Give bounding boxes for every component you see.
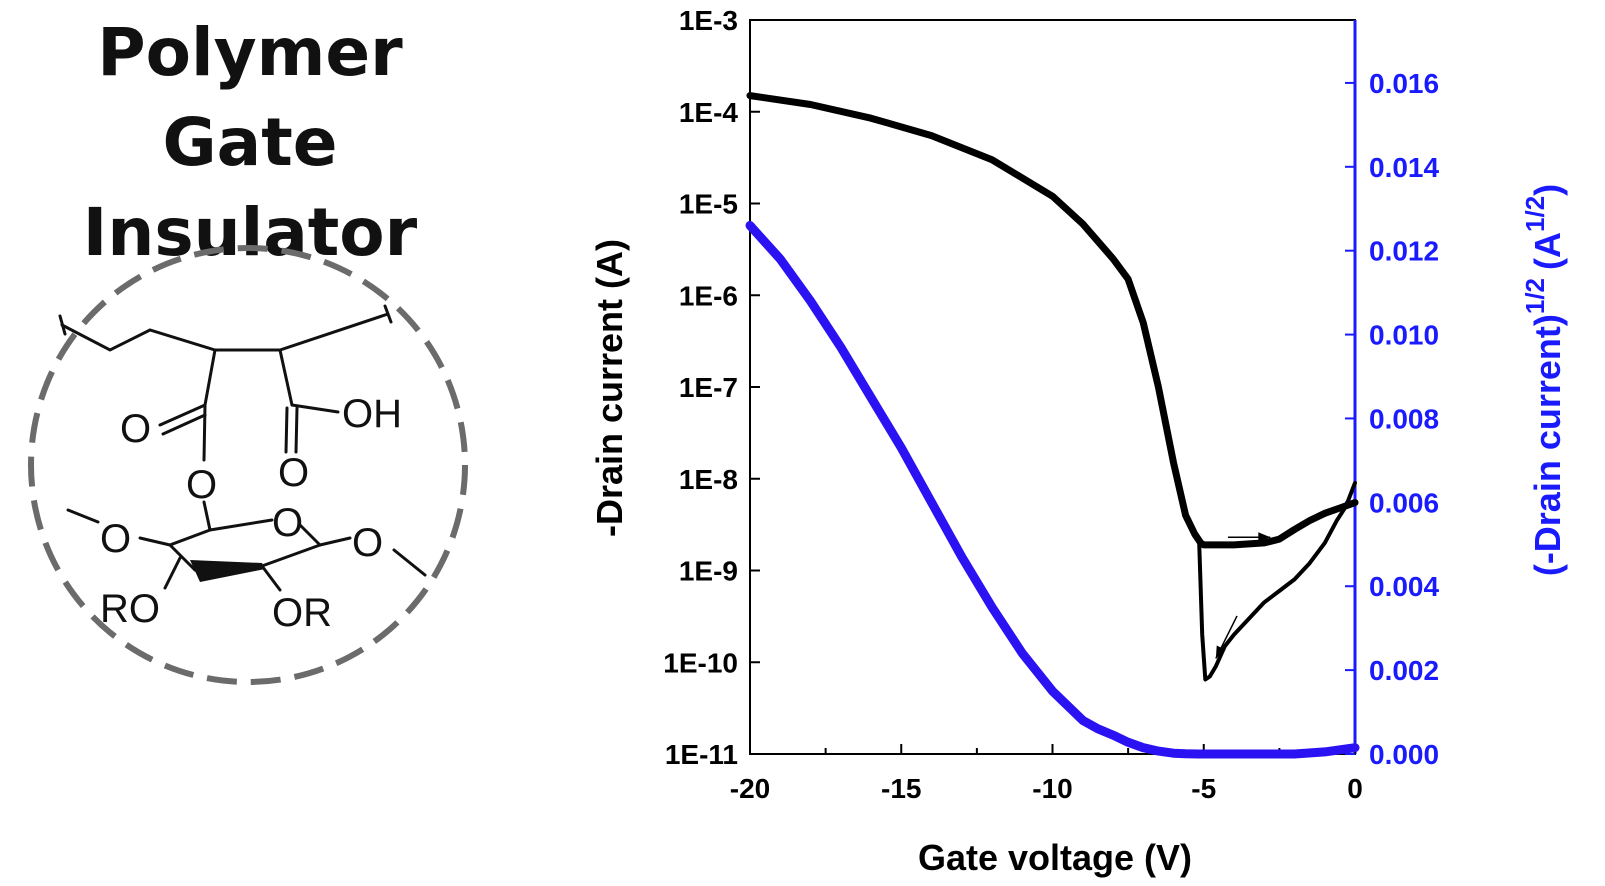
atom-glyco-o-right: O	[352, 521, 383, 565]
drain-current-reverse-line	[1197, 480, 1357, 682]
atom-ester-o: O	[186, 463, 217, 507]
y-left-axis-title: -Drain current (A)	[589, 239, 630, 537]
structure-bonds	[58, 304, 427, 592]
atom-carbonyl-o-right: O	[278, 451, 309, 495]
annotation-arrow-head	[1215, 645, 1226, 659]
figure-title-line2: Insulator	[82, 194, 418, 271]
y-right-tick-label: 0.002	[1369, 655, 1439, 686]
y-right-title-main: (-Drain current)	[1527, 314, 1568, 576]
y-left-tick-label: 1E-9	[679, 556, 738, 587]
y-left-tick-label: 1E-6	[679, 280, 738, 311]
atom-ring-o: O	[272, 501, 303, 545]
y-right-axis-ticks: 0.000 0.002 0.004 0.006 0.008 0.010 0.012 0.014…	[1345, 68, 1439, 770]
x-tick-label: -10	[1032, 773, 1072, 804]
y-right-title-unit: (A	[1527, 232, 1568, 270]
x-tick-label: -15	[881, 773, 921, 804]
y-left-tick-label: 1E-8	[679, 464, 738, 495]
atom-or: OR	[272, 591, 332, 635]
y-right-tick-label: 0.004	[1369, 571, 1439, 602]
y-left-tick-label: 1E-4	[679, 97, 739, 128]
figure-title: Polymer Gate Insulator	[0, 8, 500, 278]
atom-hydroxyl: OH	[342, 392, 402, 436]
y-right-tick-label: 0.010	[1369, 320, 1439, 351]
y-right-tick-label: 0.000	[1369, 739, 1439, 770]
chemical-structure: O OH O O O O O RO OR	[28, 245, 468, 685]
annotation-layer	[1215, 532, 1271, 659]
x-tick-label: 0	[1347, 773, 1363, 804]
atom-carbonyl-o-left: O	[120, 407, 151, 451]
y-right-tick-label: 0.008	[1369, 403, 1439, 434]
y-right-tick-label: 0.016	[1369, 68, 1439, 99]
y-right-title-sup2: 1/2	[1520, 196, 1550, 232]
y-right-tick-label: 0.006	[1369, 487, 1439, 518]
y-left-tick-label: 1E-3	[679, 5, 738, 36]
x-axis-ticks: -20 -15 -10 -5 0	[730, 744, 1363, 804]
y-right-tick-label: 0.012	[1369, 236, 1439, 267]
y-left-tick-label: 1E-10	[663, 647, 738, 678]
y-left-tick-label: 1E-11	[665, 739, 738, 770]
x-axis-title: Gate voltage (V)	[918, 837, 1192, 878]
atom-glyco-o-left: O	[100, 517, 131, 561]
structure-dashed-circle	[28, 245, 468, 685]
x-tick-label: -5	[1191, 773, 1216, 804]
y-right-title-sup1: 1/2	[1520, 278, 1550, 314]
y-right-axis-title: (-Drain current)1/2(A1/2)	[1520, 184, 1568, 576]
plot-frame	[749, 19, 1356, 755]
x-tick-label: -20	[730, 773, 770, 804]
y-right-title-close: )	[1527, 184, 1568, 196]
series-layer	[745, 92, 1360, 759]
structure-wedge-bond	[190, 560, 265, 582]
sqrt-drain-current-line	[745, 221, 1360, 759]
y-left-tick-label: 1E-7	[679, 372, 738, 403]
y-left-axis-ticks: 1E-11 1E-10 1E-9 1E-8 1E-7 1E-6 1E-5 1E-4 1E-3	[663, 5, 760, 770]
atom-ro: RO	[100, 587, 160, 631]
drain-current-forward-line	[746, 92, 1359, 549]
annotation-arrow-head	[1258, 532, 1271, 543]
figure-title-line1: Polymer Gate	[97, 14, 403, 181]
y-right-tick-label: 0.014	[1369, 152, 1439, 183]
y-left-tick-label: 1E-5	[679, 189, 738, 220]
